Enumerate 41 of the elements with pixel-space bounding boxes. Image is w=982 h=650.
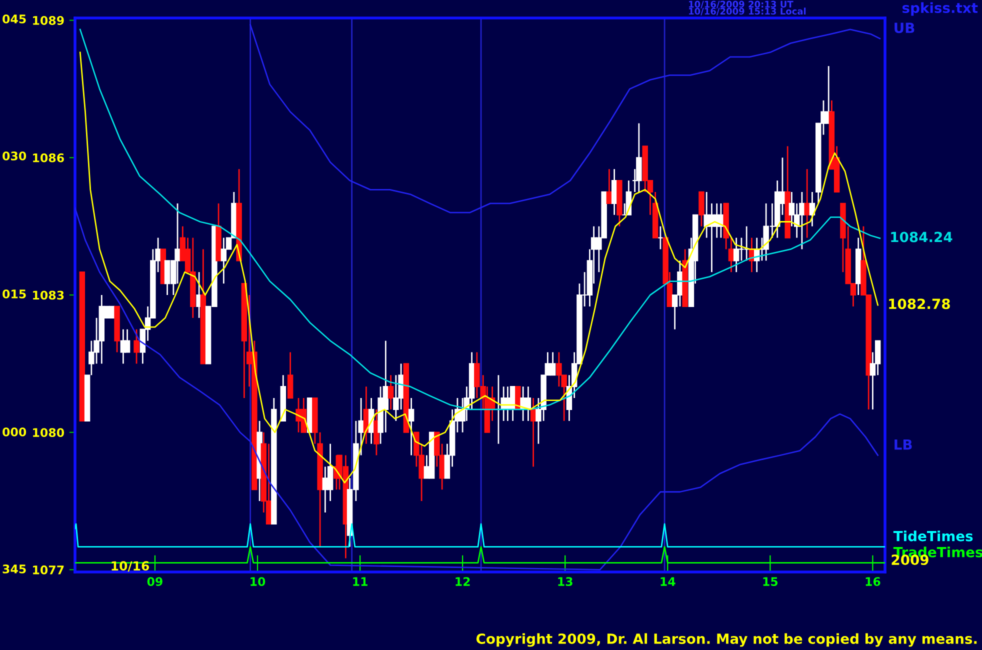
series-label: LB xyxy=(894,439,912,450)
y-tick-label: 1083 xyxy=(33,290,64,300)
candlestick xyxy=(408,397,414,456)
annotation: 10/16 xyxy=(112,561,150,572)
series-label: UB xyxy=(894,22,914,34)
line-series xyxy=(79,52,879,484)
x-tick-label: 16 xyxy=(866,577,880,586)
text: 000 xyxy=(2,427,26,436)
y-tick-label: 1077 xyxy=(33,565,64,574)
y-tick-label: 1080 xyxy=(33,428,64,438)
x-tick-label: 10 xyxy=(250,577,266,586)
y-tick-label: 1089 xyxy=(33,16,64,25)
y-tick-label: 1086 xyxy=(33,153,64,162)
series-label: TideTimes xyxy=(893,530,973,542)
x-tick-label: 13 xyxy=(558,577,572,586)
text: 030 xyxy=(2,151,26,160)
candlestick xyxy=(134,328,140,364)
candlestick xyxy=(174,202,180,284)
x-tick-label: 11 xyxy=(353,577,368,586)
candlestick xyxy=(636,122,642,193)
text: Copyright 2009, Dr. Al Larson. May not be copied by any means. xyxy=(476,633,977,647)
candlestick xyxy=(804,168,810,238)
text: spkiss.txt xyxy=(902,2,978,16)
text: 015 xyxy=(2,289,26,298)
x-tick-label: 09 xyxy=(147,577,162,586)
candlestick xyxy=(698,191,704,228)
line-series xyxy=(250,24,881,214)
x-tick-label: 15 xyxy=(763,577,778,586)
text: 345 xyxy=(2,564,26,574)
candlestick xyxy=(124,328,130,353)
text: 10/16/2009 15:13 Local xyxy=(689,8,806,16)
line-series xyxy=(75,207,879,570)
candlestick xyxy=(287,352,294,399)
candlestick xyxy=(388,374,394,410)
candlestick xyxy=(658,226,664,250)
x-tick-label: 14 xyxy=(660,577,676,586)
annotation: 1084.24 xyxy=(891,232,952,242)
text: 10/16/2009 20:13 UT xyxy=(689,0,794,8)
text: 045 xyxy=(2,14,26,24)
x-tick-label: 12 xyxy=(456,577,470,586)
annotation: 1082.78 xyxy=(889,298,950,310)
